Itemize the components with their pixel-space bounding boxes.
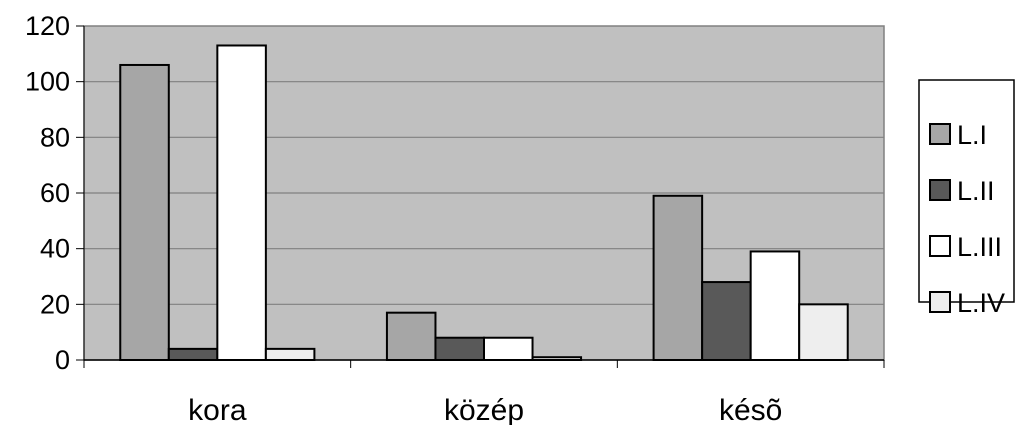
y-tick-label: 20 xyxy=(40,289,70,319)
legend-swatch xyxy=(929,291,951,313)
bar-liii-2 xyxy=(749,250,801,361)
legend-label: L.III xyxy=(957,232,1002,262)
legend-swatch xyxy=(929,123,951,145)
legend-label: L.I xyxy=(957,120,987,150)
bar-liii-0 xyxy=(216,44,267,361)
x-category-label: közép xyxy=(444,394,524,425)
x-category-label: késõ xyxy=(719,394,782,425)
bar-li-1 xyxy=(385,311,437,361)
legend-label: L.IV xyxy=(957,288,1005,318)
bar-liv-2 xyxy=(798,303,849,362)
y-tick-label: 120 xyxy=(25,11,70,41)
bar-lii-2 xyxy=(701,281,752,362)
y-tick-label: 0 xyxy=(55,345,70,375)
bar-lii-1 xyxy=(434,336,486,362)
legend: L.I L.II L.III L.IV xyxy=(918,79,1015,318)
y-tick-label: 80 xyxy=(40,122,70,152)
legend-swatch xyxy=(929,179,951,201)
legend-label: L.II xyxy=(957,176,995,206)
bar-lii-0 xyxy=(167,347,219,362)
y-tick-label: 40 xyxy=(40,234,70,264)
bar-li-0 xyxy=(119,63,170,361)
bars xyxy=(119,44,849,362)
x-category-label: kora xyxy=(188,394,247,425)
legend-swatch xyxy=(929,235,951,257)
y-tick-label: 60 xyxy=(40,178,70,208)
bar-liii-1 xyxy=(483,336,534,362)
x-axis-ticks: kora közép késõ xyxy=(83,360,885,425)
bar-li-2 xyxy=(652,194,704,361)
y-tick-label: 100 xyxy=(25,67,70,97)
bar-liv-0 xyxy=(264,347,316,362)
y-axis-ticks: 0 20 40 60 80 100 120 xyxy=(25,11,84,375)
